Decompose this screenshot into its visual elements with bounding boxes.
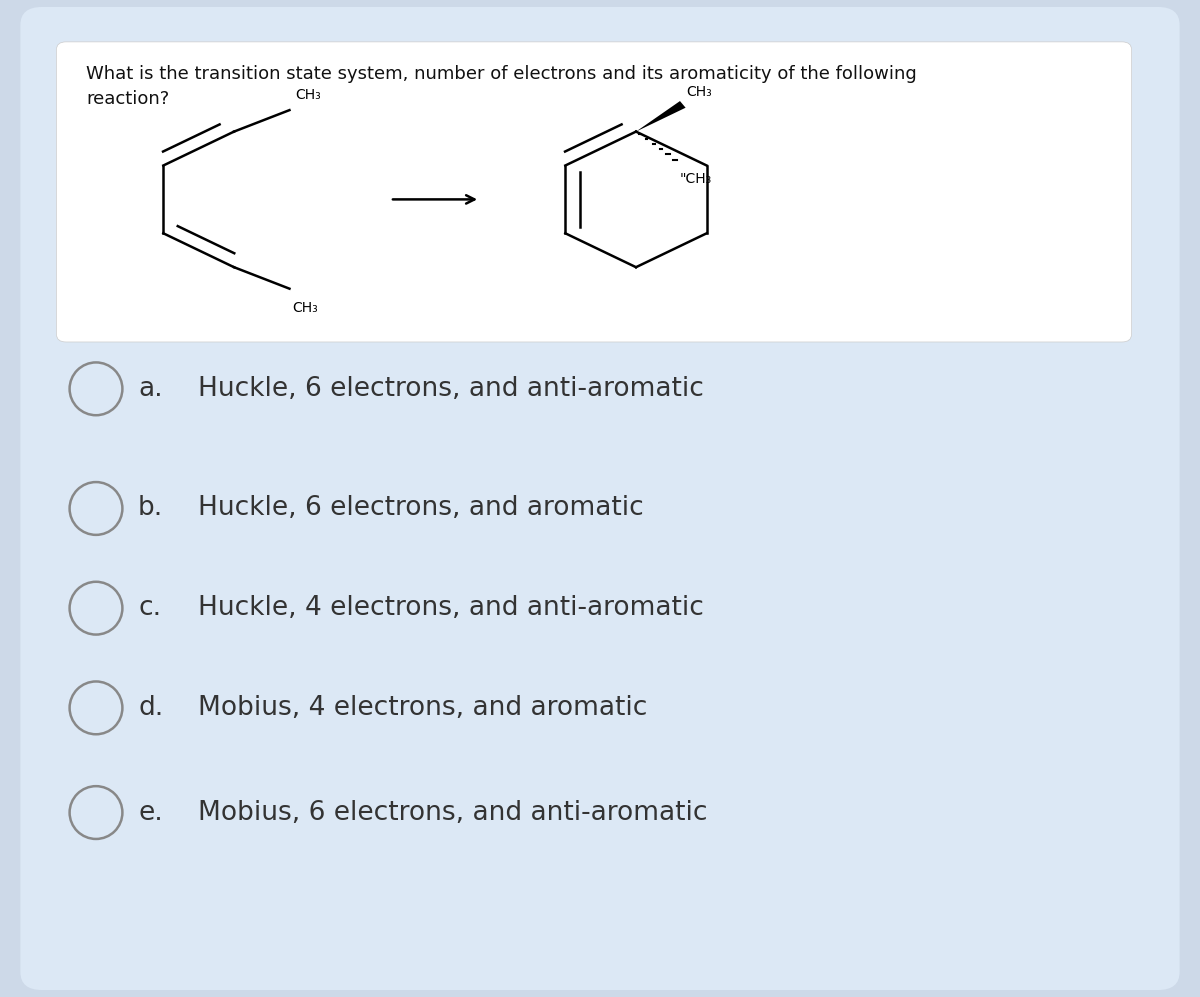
Text: Mobius, 6 electrons, and anti-aromatic: Mobius, 6 electrons, and anti-aromatic [198,800,708,826]
FancyBboxPatch shape [56,42,1132,342]
Text: c.: c. [138,595,161,621]
Text: Huckle, 4 electrons, and anti-aromatic: Huckle, 4 electrons, and anti-aromatic [198,595,704,621]
Text: "CH₃: "CH₃ [679,172,712,186]
Text: Mobius, 4 electrons, and aromatic: Mobius, 4 electrons, and aromatic [198,695,647,721]
Text: What is the transition state system, number of electrons and its aromaticity of : What is the transition state system, num… [86,65,917,108]
Polygon shape [636,101,685,132]
Text: e.: e. [138,800,163,826]
Text: b.: b. [138,496,163,521]
Text: CH₃: CH₃ [295,88,322,102]
FancyBboxPatch shape [20,7,1180,990]
Text: CH₃: CH₃ [686,86,712,100]
Text: CH₃: CH₃ [292,301,318,315]
Text: Huckle, 6 electrons, and aromatic: Huckle, 6 electrons, and aromatic [198,496,643,521]
Text: d.: d. [138,695,163,721]
Text: a.: a. [138,376,163,402]
Text: Huckle, 6 electrons, and anti-aromatic: Huckle, 6 electrons, and anti-aromatic [198,376,704,402]
